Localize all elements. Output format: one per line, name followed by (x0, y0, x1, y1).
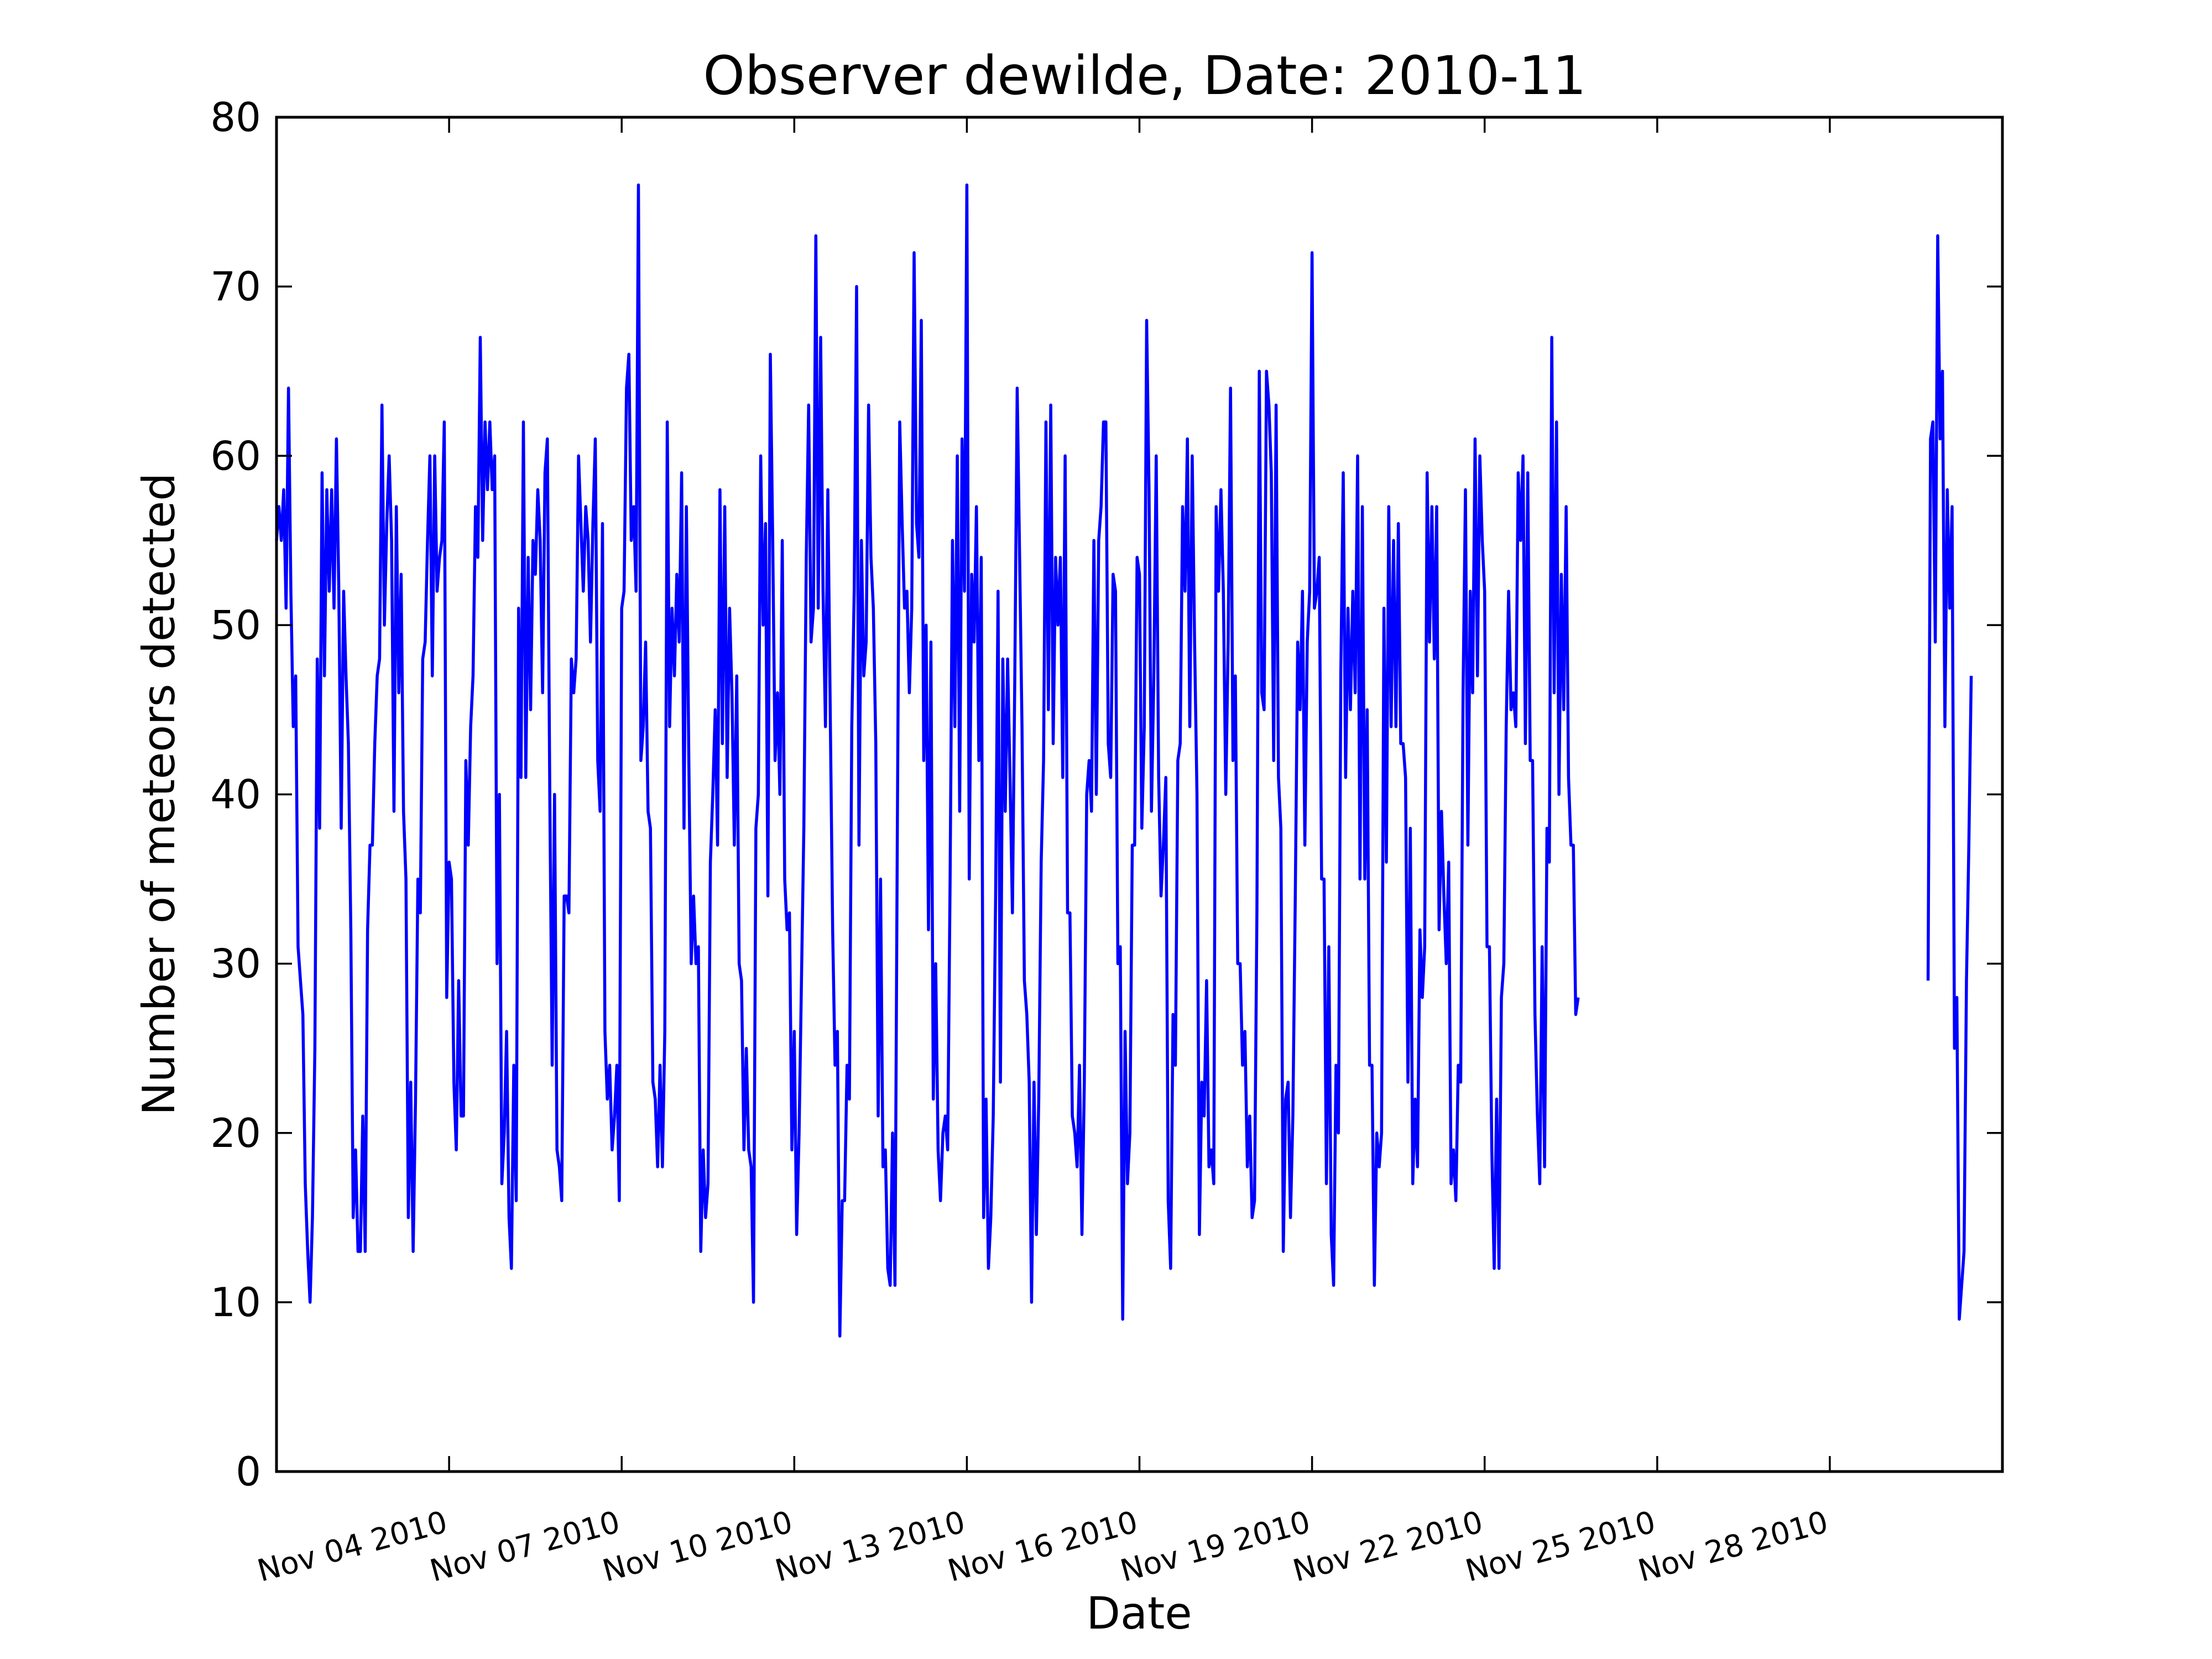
y-tick-label: 20 (210, 1110, 261, 1156)
series-line-1 (275, 183, 1580, 1338)
series-line-2 (1926, 234, 1973, 1321)
series-layer (275, 183, 1973, 1338)
y-axis-label: Number of meteors detected (133, 473, 185, 1115)
y-tick-label: 60 (210, 432, 261, 479)
chart-title: Observer dewilde, Date: 2010-11 (703, 45, 1586, 107)
plot-frame (275, 116, 2004, 1473)
y-tick-label: 70 (210, 263, 261, 310)
y-tick-label: 50 (210, 602, 261, 648)
y-axis: 0 10 20 30 40 50 60 70 80 (210, 94, 2002, 1495)
y-tick-label: 10 (210, 1279, 261, 1326)
y-tick-label: 0 (236, 1448, 261, 1495)
y-tick-label: 40 (210, 771, 261, 818)
y-tick-label: 30 (210, 941, 261, 987)
y-tick-label: 80 (210, 94, 261, 140)
x-axis-label: Date (1086, 1588, 1192, 1639)
